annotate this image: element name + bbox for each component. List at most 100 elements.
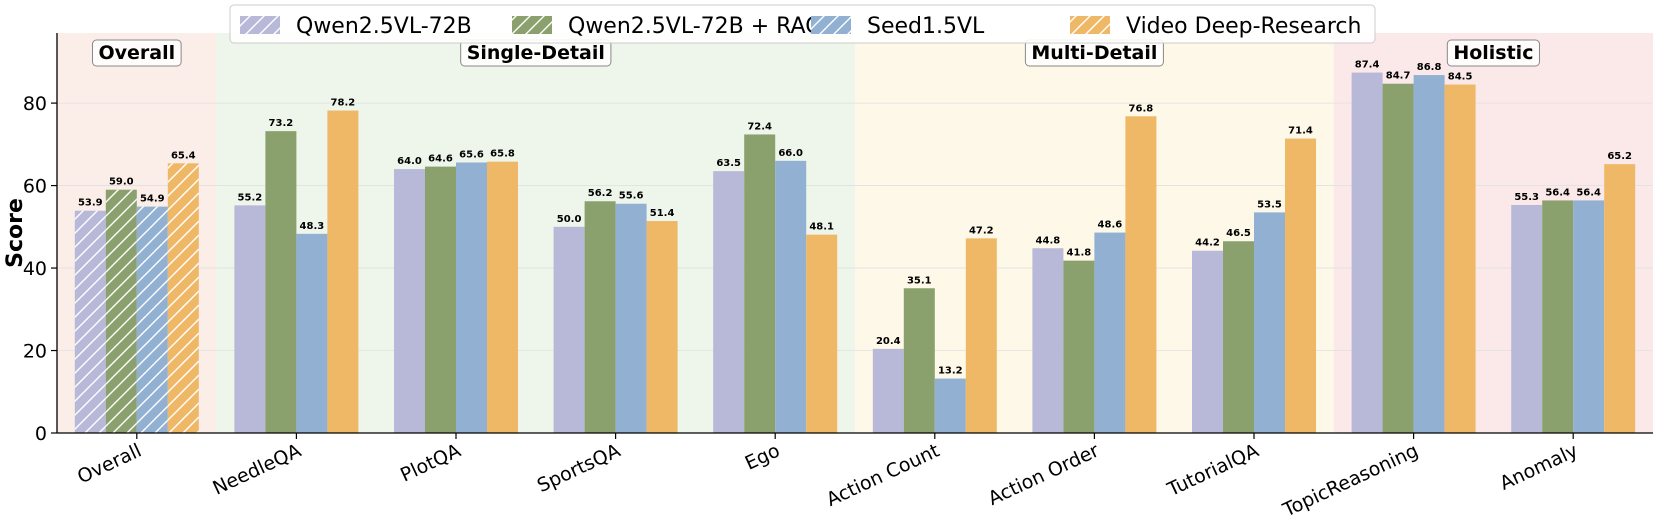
bar-2-2 bbox=[456, 162, 487, 433]
x-tick-label-3: SportsQA bbox=[534, 440, 624, 497]
value-label-2-0: 54.9 bbox=[140, 194, 165, 205]
bar-0-3 bbox=[553, 226, 585, 433]
value-label-1-4: 72.4 bbox=[747, 121, 772, 132]
value-label-1-7: 46.5 bbox=[1226, 228, 1251, 239]
bar-0-8 bbox=[1351, 72, 1383, 433]
x-tick-label-1: NeedleQA bbox=[209, 440, 304, 500]
bar-hatch-1-0 bbox=[105, 189, 137, 433]
bar-0-6 bbox=[1032, 248, 1064, 433]
x-tick-label-4: Ego bbox=[742, 440, 784, 475]
bar-1-9 bbox=[1542, 200, 1574, 433]
y-tick-label-0: 0 bbox=[35, 423, 47, 445]
value-label-3-0: 65.4 bbox=[171, 150, 196, 161]
bar-2-4 bbox=[775, 160, 807, 433]
value-label-0-4: 63.5 bbox=[716, 158, 741, 169]
y-axis-label: Score bbox=[3, 198, 28, 268]
bar-1-6 bbox=[1063, 260, 1095, 433]
group-label-0: Overall bbox=[98, 42, 175, 64]
x-tick-label-2: PlotQA bbox=[397, 440, 464, 487]
legend-label-3: Video Deep-Research bbox=[1126, 14, 1361, 39]
y-tick-label-2: 40 bbox=[23, 258, 47, 280]
value-label-1-9: 56.4 bbox=[1545, 187, 1570, 198]
value-label-0-1: 55.2 bbox=[238, 192, 263, 203]
legend-label-1: Qwen2.5VL-72B + RAG bbox=[568, 14, 822, 39]
bar-0-2 bbox=[394, 169, 425, 434]
legend-swatch-hatch-3 bbox=[1070, 16, 1110, 34]
group-label-2: Multi-Detail bbox=[1031, 42, 1157, 64]
value-label-2-7: 53.5 bbox=[1257, 199, 1282, 210]
value-label-0-6: 44.8 bbox=[1036, 235, 1061, 246]
x-tick-label-9: Anomaly bbox=[1496, 440, 1581, 495]
value-label-1-1: 73.2 bbox=[269, 118, 294, 129]
bar-0-4 bbox=[713, 171, 745, 433]
legend-label-2: Seed1.5VL bbox=[867, 14, 985, 39]
label-layer: Overall Single-Detail Multi-Detail Holistic… bbox=[78, 39, 1632, 377]
bar-2-8 bbox=[1413, 75, 1445, 433]
bar-2-3 bbox=[615, 203, 647, 433]
bar-2-1 bbox=[296, 233, 328, 433]
group-label-3: Holistic bbox=[1453, 42, 1533, 64]
bar-layer bbox=[74, 72, 1636, 434]
bar-1-3 bbox=[584, 201, 616, 433]
value-label-3-3: 51.4 bbox=[650, 208, 675, 219]
value-label-2-4: 66.0 bbox=[778, 148, 803, 159]
bar-1-4 bbox=[744, 134, 776, 433]
value-label-2-2: 65.6 bbox=[459, 149, 484, 160]
bar-1-5 bbox=[903, 288, 935, 433]
legend: Qwen2.5VL-72B Qwen2.5VL-72B + RAG Seed1.5V… bbox=[229, 4, 1376, 44]
x-tick-label-0: Overall bbox=[74, 440, 145, 489]
value-label-0-5: 20.4 bbox=[876, 336, 901, 347]
x-tick-label-6: Action Order bbox=[985, 440, 1103, 511]
bar-3-7 bbox=[1285, 138, 1316, 433]
bar-2-9 bbox=[1573, 200, 1605, 433]
value-label-3-5: 47.2 bbox=[969, 225, 994, 236]
x-tick-label-7: TutorialQA bbox=[1163, 440, 1262, 502]
value-label-3-4: 48.1 bbox=[809, 222, 834, 233]
legend-swatch-hatch-1 bbox=[512, 16, 552, 34]
value-label-1-0: 59.0 bbox=[109, 177, 134, 188]
value-label-0-9: 55.3 bbox=[1514, 192, 1539, 203]
value-label-1-2: 64.6 bbox=[428, 154, 453, 165]
value-label-0-2: 64.0 bbox=[397, 156, 422, 167]
group-label-box-3 bbox=[1446, 39, 1540, 67]
value-label-0-8: 87.4 bbox=[1355, 60, 1380, 71]
value-label-3-9: 65.2 bbox=[1607, 151, 1632, 162]
value-label-3-1: 78.2 bbox=[331, 98, 356, 109]
value-label-3-6: 76.8 bbox=[1129, 103, 1154, 114]
value-label-0-3: 50.0 bbox=[557, 214, 582, 225]
bar-1-1 bbox=[265, 131, 297, 433]
bar-3-4 bbox=[806, 234, 838, 433]
value-label-1-5: 35.1 bbox=[907, 275, 932, 286]
bar-2-7 bbox=[1254, 212, 1285, 433]
y-tick-label-4: 80 bbox=[23, 93, 47, 115]
value-label-2-6: 48.6 bbox=[1098, 220, 1123, 231]
value-label-2-5: 13.2 bbox=[938, 366, 963, 377]
x-tick-label-5: Action Count bbox=[823, 440, 943, 511]
value-label-1-6: 41.8 bbox=[1067, 248, 1092, 259]
bar-3-2 bbox=[487, 161, 518, 433]
y-tick-label-1: 20 bbox=[23, 341, 47, 363]
value-label-0-7: 44.2 bbox=[1195, 238, 1220, 249]
group-label-1: Single-Detail bbox=[467, 42, 605, 64]
bar-0-7 bbox=[1192, 250, 1223, 433]
value-label-2-8: 86.8 bbox=[1417, 62, 1442, 73]
bar-3-1 bbox=[327, 110, 359, 434]
bar-3-9 bbox=[1604, 164, 1636, 433]
bar-2-6 bbox=[1094, 232, 1126, 433]
bar-3-8 bbox=[1444, 84, 1476, 434]
bar-hatch-2-0 bbox=[136, 206, 168, 433]
bar-0-5 bbox=[872, 348, 904, 433]
value-label-2-3: 55.6 bbox=[619, 191, 644, 202]
bar-1-8 bbox=[1382, 83, 1414, 433]
value-label-1-3: 56.2 bbox=[588, 188, 613, 199]
bar-3-5 bbox=[965, 238, 997, 433]
legend-label-0: Qwen2.5VL-72B bbox=[296, 14, 472, 39]
value-label-0-0: 53.9 bbox=[78, 198, 103, 209]
bar-3-6 bbox=[1125, 116, 1157, 434]
bar-0-9 bbox=[1511, 204, 1543, 433]
bar-hatch-0-0 bbox=[74, 210, 106, 433]
value-label-3-8: 84.5 bbox=[1448, 72, 1473, 83]
bar-2-5 bbox=[934, 378, 966, 433]
legend-swatch-hatch-2 bbox=[811, 16, 851, 34]
